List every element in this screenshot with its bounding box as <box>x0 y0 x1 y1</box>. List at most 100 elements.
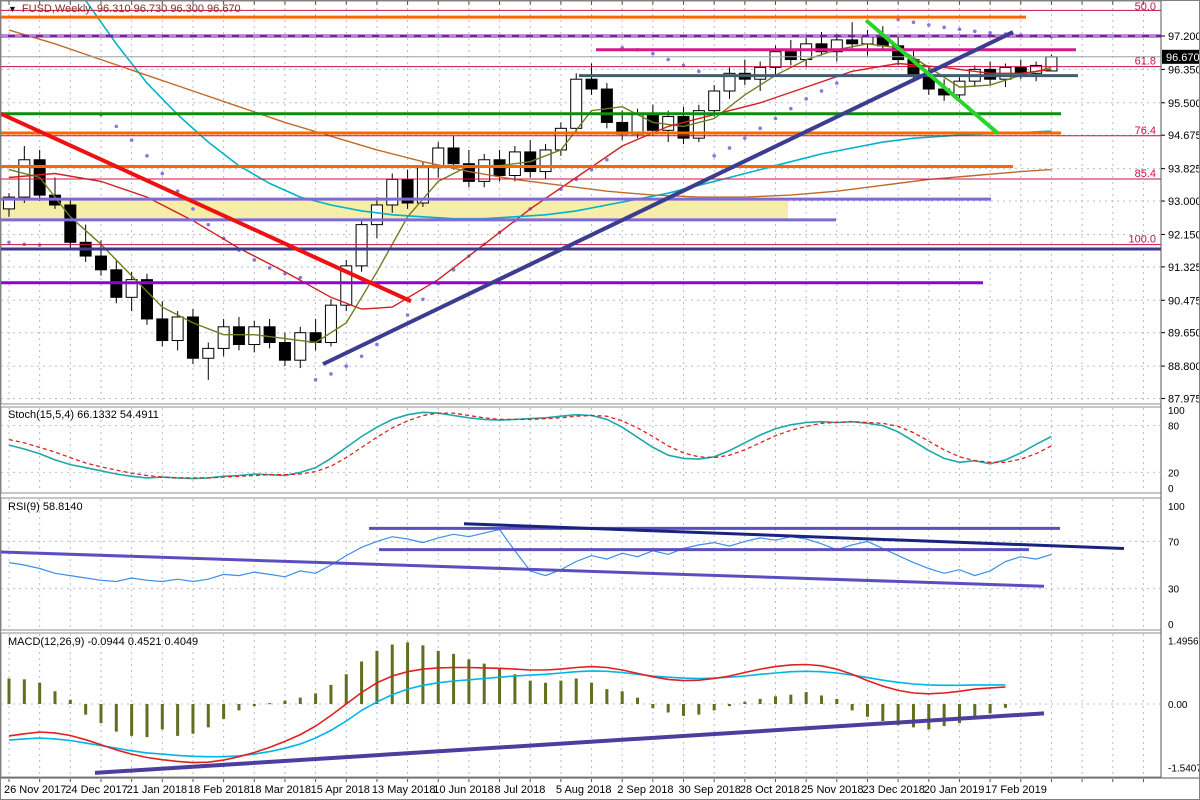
price-axis-label: 87.975 <box>1168 394 1200 406</box>
fib-label: 50.0 <box>1135 1 1156 13</box>
candle <box>309 332 322 344</box>
date-axis-label: 23 Dec 2018 <box>862 784 924 796</box>
macd-histogram-bar <box>375 650 379 704</box>
date-axis-label: 25 Nov 2018 <box>801 784 863 796</box>
candle <box>631 114 644 135</box>
candle <box>570 78 583 129</box>
candle <box>830 39 843 53</box>
macd-histogram-bar <box>344 674 348 704</box>
fib-label: 76.4 <box>1135 125 1156 137</box>
horizontal-levels[interactable] <box>1 15 1161 285</box>
macd-histogram-bar <box>513 674 517 704</box>
candle <box>754 66 767 80</box>
macd-histogram-bar <box>206 704 210 728</box>
macd-pane[interactable]: 1.4956 0.00 -1.5407 <box>7 636 1200 775</box>
trendline[interactable] <box>1 111 412 304</box>
fibonacci-retracement[interactable]: 50.0 61.8 76.4 85.4 100.0 <box>1 1 1161 246</box>
price-axis-label: 95.500 <box>1168 98 1200 110</box>
trendlines[interactable] <box>1 18 1014 366</box>
macd-histogram-bar <box>283 700 287 704</box>
macd-histogram-bar <box>850 704 854 711</box>
chart-symbol-timeframe: FUSD,Weekly <box>21 3 91 15</box>
macd-histogram-bar <box>130 704 134 736</box>
macd-indicator-label: MACD(12,26,9) -0.0944 0.4521 0.4049 <box>8 636 199 648</box>
macd-histogram-bar <box>804 692 808 704</box>
macd-histogram-bar <box>620 691 624 704</box>
macd-histogram-bar <box>467 659 471 704</box>
macd-histogram-bar <box>7 678 11 704</box>
chart-title: ▼ FUSD,Weekly 96.310 96.730 96.300 96.670 <box>8 3 241 15</box>
fib-label: 61.8 <box>1135 56 1156 68</box>
stoch-scale-label: 0 <box>1168 484 1174 495</box>
candle <box>324 304 337 344</box>
rsi-pane[interactable]: 100 70 30 0 <box>1 502 1185 631</box>
macd-histogram-bar <box>957 704 961 724</box>
macd-histogram-bar <box>191 704 195 734</box>
candle <box>815 43 828 53</box>
price-axis[interactable]: 97.200 96.350 95.500 94.675 93.825 93.000 92.1… <box>1161 31 1200 406</box>
candle <box>723 72 736 92</box>
fib-label: 100.0 <box>1128 234 1156 246</box>
macd-trendline[interactable] <box>94 711 1045 775</box>
current-price-label: 96.670 <box>1166 52 1200 64</box>
price-axis-label: 88.800 <box>1168 361 1200 373</box>
price-axis-label: 97.200 <box>1168 31 1200 43</box>
rsi-line <box>8 528 1052 583</box>
macd-histogram-bar <box>406 642 410 704</box>
macd-histogram-bar <box>237 704 241 711</box>
macd-line_cyan <box>8 670 1006 758</box>
candle <box>708 90 721 112</box>
rsi-indicator-label: RSI(9) 58.8140 <box>8 501 83 513</box>
macd-histogram-bar <box>268 703 272 705</box>
trendline[interactable] <box>322 30 1014 366</box>
trendline[interactable] <box>864 18 1000 135</box>
price-axis-label: 92.150 <box>1168 229 1200 241</box>
candle <box>186 316 199 359</box>
candle <box>340 265 353 306</box>
date-axis-label: 2 Sep 2018 <box>617 784 673 796</box>
macd-histogram-bar <box>590 682 594 704</box>
price-axis-label: 91.325 <box>1168 262 1200 274</box>
stochastic-pane[interactable]: 100 80 20 0 <box>8 406 1185 495</box>
candle <box>677 116 690 139</box>
macd-histogram-bar <box>789 694 793 704</box>
macd-histogram-bar <box>835 698 839 704</box>
macd-histogram-bar <box>881 704 885 721</box>
fib-label: 85.4 <box>1135 168 1156 180</box>
macd-histogram-bar <box>865 704 869 717</box>
date-axis-label: 21 Jan 2018 <box>127 784 188 796</box>
macd-histogram-bar <box>314 693 318 704</box>
macd-histogram-bar <box>728 704 732 707</box>
symbol-dropdown-icon[interactable]: ▼ <box>8 4 17 14</box>
rsi-scale-label: 100 <box>1168 502 1185 513</box>
candle <box>202 347 215 359</box>
macd-histogram-bar <box>145 704 149 738</box>
macd-histogram-bar <box>482 663 486 704</box>
macd-histogram-bar <box>927 704 931 730</box>
macd-scale-label: 0.00 <box>1168 700 1188 711</box>
candle <box>370 204 383 226</box>
candle <box>585 78 598 90</box>
macd-histogram-bar <box>544 682 548 704</box>
date-axis-label: 18 Mar 2018 <box>249 784 311 796</box>
price-axis-label: 94.675 <box>1168 130 1200 142</box>
macd-histogram-bar <box>712 704 716 711</box>
macd-histogram-bar <box>68 699 72 704</box>
candle <box>64 204 77 243</box>
macd-histogram-bar <box>819 695 823 704</box>
date-axis-label: 5 Aug 2018 <box>556 784 612 796</box>
macd-histogram-bar <box>176 704 180 736</box>
macd-histogram-bar <box>896 704 900 726</box>
rsi-trendline[interactable] <box>463 522 1125 550</box>
candle <box>94 255 107 271</box>
macd-histogram-bar <box>774 696 777 704</box>
rsi-trendline[interactable] <box>1 550 1045 588</box>
candle <box>278 342 291 361</box>
macd-histogram-bar <box>574 678 578 704</box>
date-axis-label: 17 Feb 2019 <box>985 784 1047 796</box>
candle <box>953 80 966 96</box>
rsi-scale-label: 0 <box>1168 620 1174 631</box>
